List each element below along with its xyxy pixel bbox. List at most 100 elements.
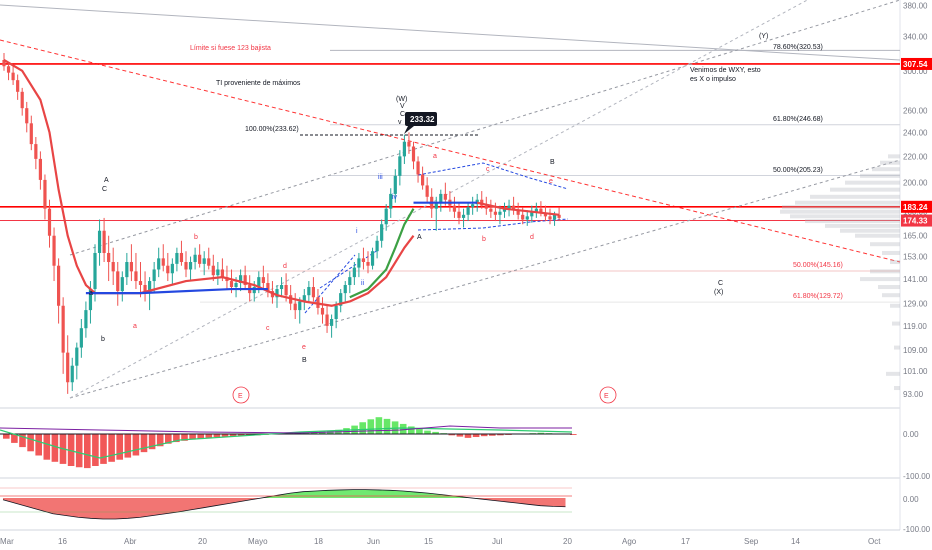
candle-body	[84, 310, 88, 329]
candle-body	[2, 59, 6, 67]
candle-body	[539, 208, 543, 214]
oscillator-area-segment	[528, 498, 541, 506]
wave-label: e	[302, 344, 306, 351]
wave-label: (W)	[396, 96, 407, 103]
oscillator-bar	[116, 434, 123, 460]
chart-annotation: es X o impulso	[690, 76, 736, 83]
volume-profile-bar	[894, 345, 900, 350]
candle-body	[407, 141, 411, 147]
price-tick-label: 220.00	[903, 152, 928, 161]
oscillator-bar	[181, 434, 188, 441]
volume-profile-bar	[790, 214, 900, 219]
oscillator-bar	[19, 434, 26, 448]
wave-label: a	[133, 323, 137, 330]
oscillator-line	[2, 489, 566, 520]
oscillator-area-segment	[390, 490, 403, 498]
candle-body	[307, 287, 311, 296]
oscillator-bar	[237, 434, 245, 436]
wave-label: C	[718, 280, 723, 287]
oscillator-bar	[92, 434, 99, 466]
chart-annotation: 50.00%(205.23)	[773, 167, 823, 174]
candle-body	[443, 193, 447, 200]
oscillator-area-segment	[315, 490, 328, 498]
moving-average-line	[349, 208, 415, 299]
candle-body	[47, 208, 52, 236]
candle-body	[402, 141, 406, 157]
oscillator-tick-label: -100.00	[903, 472, 931, 481]
candle-body	[320, 307, 325, 315]
candle-body	[57, 265, 61, 306]
candle-body	[79, 328, 83, 348]
wave-label: A	[104, 177, 109, 184]
candle-body	[38, 158, 42, 180]
wave-label: iii	[378, 174, 383, 181]
volume-profile-bar	[840, 228, 900, 233]
time-tick-label: Sep	[744, 537, 759, 546]
oscillator-bar	[416, 428, 423, 435]
volume-profile	[780, 154, 900, 391]
oscillator-area-segment	[103, 498, 116, 519]
chart-annotation: 78.60%(320.53)	[773, 44, 823, 51]
oscillator-area-segment	[365, 489, 378, 498]
current-price-callout	[405, 112, 437, 126]
candle-body	[521, 214, 525, 220]
oscillator-bar	[570, 434, 577, 435]
candle-body	[411, 146, 416, 162]
price-tick-label: 165.00	[903, 232, 928, 241]
oscillator-area-segment	[178, 498, 191, 512]
candle-body	[543, 213, 548, 217]
candle-body	[339, 293, 343, 306]
wave-label: a	[89, 290, 93, 297]
candle-body	[398, 156, 402, 176]
candle-body	[466, 207, 470, 215]
wave-marker-circle	[599, 386, 617, 404]
volume-profile-bar	[872, 167, 900, 172]
oscillator-bar	[197, 434, 204, 439]
oscillator-bar	[408, 426, 415, 435]
oscillator-bar	[464, 434, 472, 438]
oscillator-bar	[165, 434, 172, 444]
oscillator-area-segment	[328, 489, 341, 498]
oscillator-area-segment	[40, 498, 53, 514]
oscillator-area-segment	[353, 489, 366, 498]
oscillator-bar	[100, 434, 107, 464]
candle-body	[102, 230, 106, 253]
wave-marker-circle	[232, 386, 250, 404]
candle-body	[261, 277, 265, 284]
candle-body	[557, 214, 561, 218]
price-badge-label: 174.33	[903, 217, 928, 226]
candle-body	[184, 262, 188, 270]
wave-label: (Y)	[759, 33, 768, 40]
wave-label: v	[398, 119, 402, 126]
moving-average-line	[476, 201, 560, 216]
oscillator-bar	[213, 434, 221, 438]
oscillator-area-segment	[228, 498, 241, 504]
oscillator-area-segment	[115, 498, 128, 519]
candle-body	[143, 285, 147, 294]
wave-label: C	[400, 111, 405, 118]
oscillator-area-segment	[190, 498, 203, 510]
volume-profile-bar	[845, 180, 900, 185]
candle-body	[434, 202, 438, 209]
candle-body	[170, 263, 174, 274]
candle-body	[61, 305, 65, 353]
time-tick-label: 20	[563, 537, 572, 546]
candle-body	[229, 281, 234, 288]
chart-annotation: Límite si fuese 123 bajista	[190, 45, 271, 52]
oscillator-bar	[156, 434, 164, 447]
candle-body	[257, 277, 261, 288]
candle-body	[380, 224, 384, 241]
channel-line	[69, 0, 901, 256]
oscillator-bar	[399, 423, 407, 435]
candle-body	[202, 258, 206, 264]
triangle-line	[417, 162, 569, 190]
signal-line	[0, 425, 572, 434]
candle-body	[157, 258, 161, 270]
price-tick-label: 260.00	[903, 106, 928, 115]
wave-label: c	[266, 325, 270, 332]
wave-label: i	[356, 228, 358, 235]
price-tick-label: 200.00	[903, 179, 928, 188]
candle-body	[302, 295, 306, 302]
